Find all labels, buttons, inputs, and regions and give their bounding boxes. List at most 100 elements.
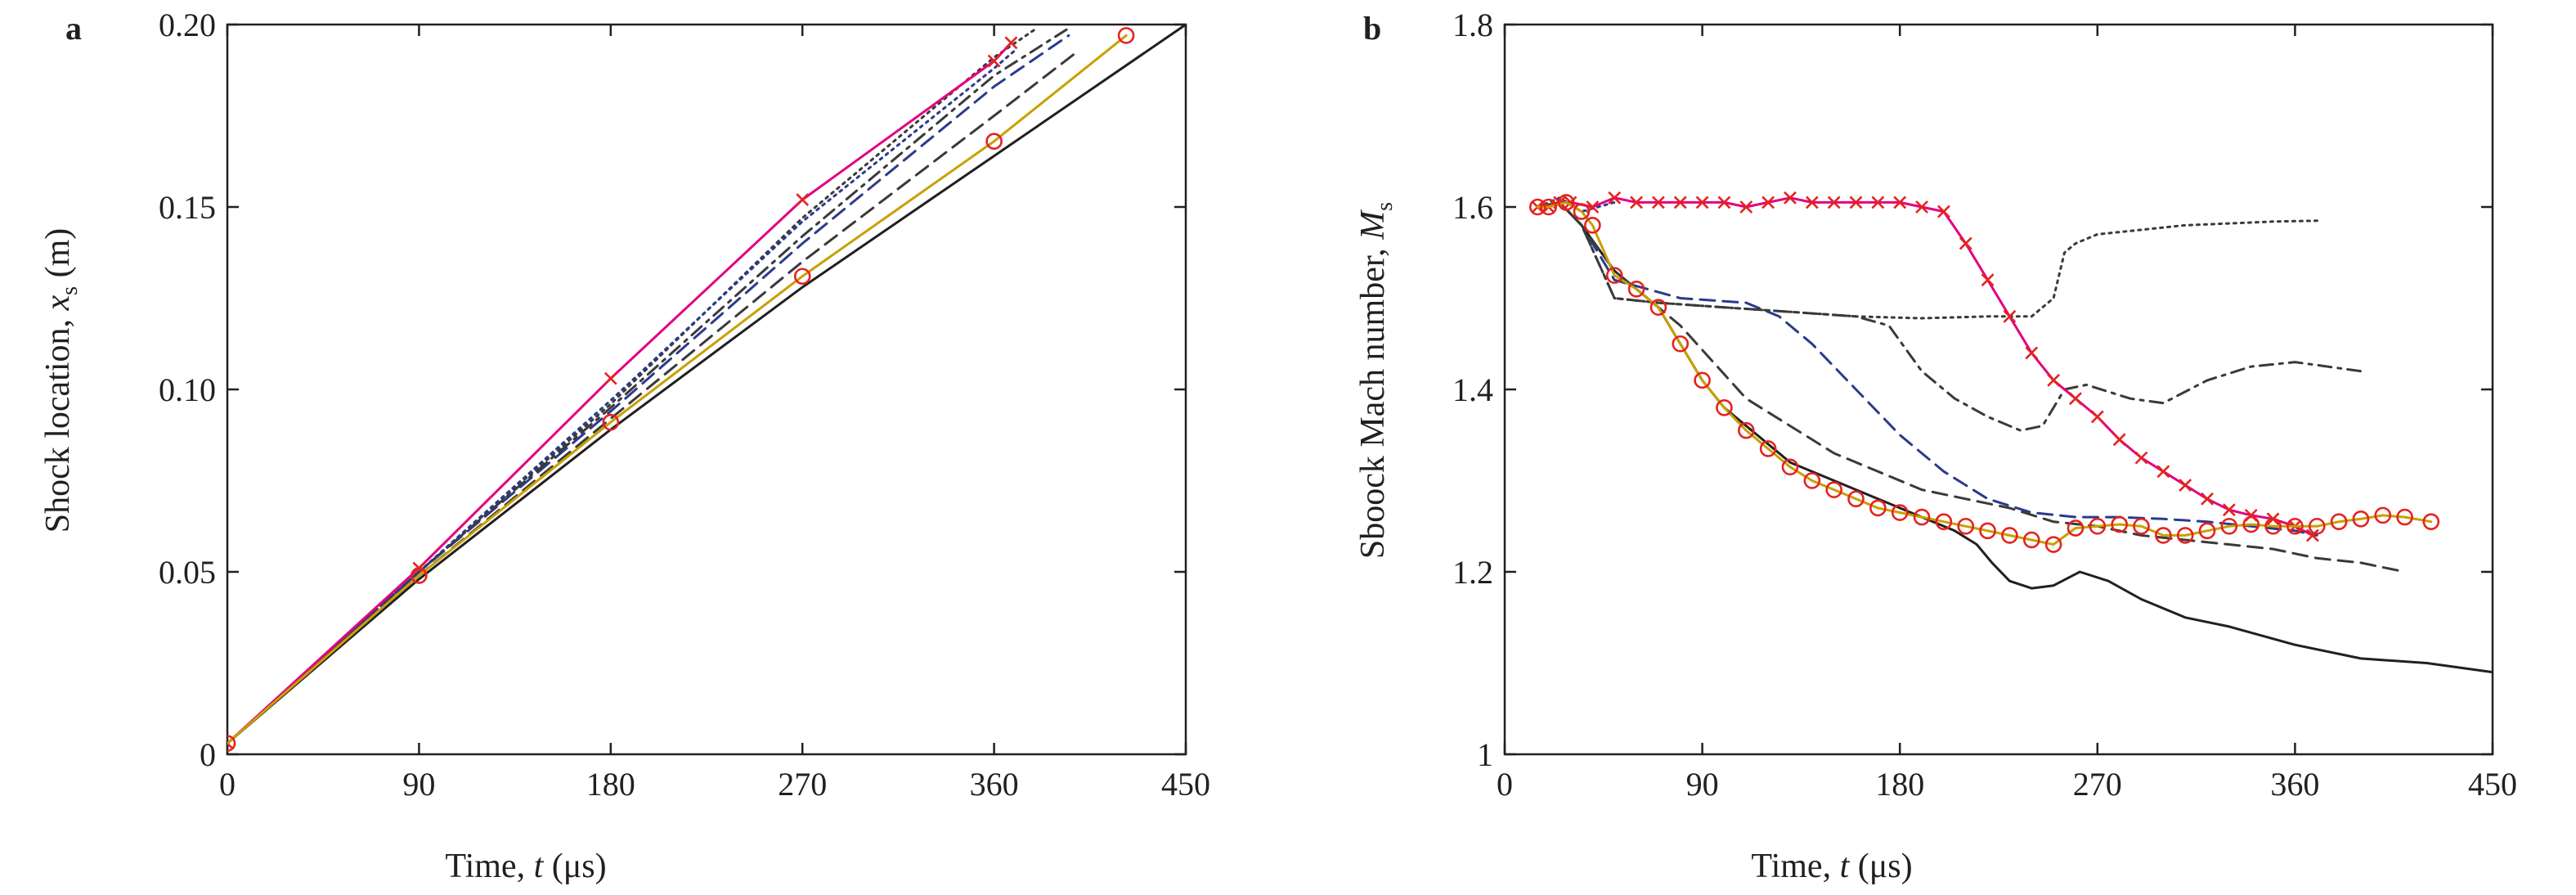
x-axis-title-a: Time, t (μs) <box>445 848 606 885</box>
series-group <box>227 25 1186 752</box>
cross-marker <box>2179 479 2192 492</box>
cross-marker <box>1805 196 1819 209</box>
circle-marker <box>2352 510 2370 528</box>
y-tick-label: 1.2 <box>1452 554 1493 591</box>
circle-marker <box>2308 517 2326 535</box>
plot-frame <box>1503 23 2494 756</box>
cross-marker <box>1849 196 1863 209</box>
chart-panel-a: a Shock location, xs (m) Time, t (μs) 0 9… <box>39 7 1210 885</box>
cross-marker <box>2156 465 2170 479</box>
circle-marker <box>1869 499 1887 517</box>
circle-marker <box>2044 536 2062 553</box>
x-tick-label: 360 <box>2270 766 2319 803</box>
circle-marker <box>2155 527 2172 544</box>
x-tick-label: 180 <box>1875 766 1924 803</box>
x-tick-label: 270 <box>778 766 827 803</box>
cross-marker <box>1761 196 1775 209</box>
cross-marker <box>796 193 810 206</box>
y-tick-label: 0.10 <box>159 371 216 408</box>
circle-marker <box>2176 527 2194 544</box>
cross-marker <box>2069 392 2082 406</box>
circle-marker <box>2220 517 2238 535</box>
circle-marker <box>227 735 236 752</box>
y-tick-label: 0 <box>200 736 216 773</box>
circle-marker <box>2242 515 2260 533</box>
circle-marker <box>2001 527 2018 544</box>
circle-marker <box>1540 198 1557 216</box>
series-line-solid-0 <box>1536 200 2493 674</box>
cross-marker <box>604 371 617 385</box>
cross-marker <box>1936 205 1950 218</box>
circle-marker <box>2198 522 2216 540</box>
circle-marker <box>985 133 1003 151</box>
y-axis-title-b: Sboock Mach number, Ms <box>1354 202 1398 559</box>
cross-marker <box>1827 196 1841 209</box>
x-axis-title-b: Time, t (μs) <box>1751 848 1912 885</box>
series-line-dashdot-3 <box>1536 200 2363 432</box>
chart-panel-b: b Sboock Mach number, Ms Time, t (μs) 0 9… <box>1354 7 2517 885</box>
cross-marker <box>1915 200 1928 214</box>
circle-marker <box>602 413 620 431</box>
cross-marker <box>2134 451 2148 465</box>
circle-marker <box>1649 299 1667 316</box>
svg-text:Time, t (μs): Time, t (μs) <box>445 848 606 885</box>
circle-marker <box>1716 398 1733 416</box>
y-tick-label: 0.05 <box>159 554 216 591</box>
cross-marker <box>987 54 1001 68</box>
circle-marker <box>2374 506 2392 524</box>
circle-marker <box>1891 504 1909 521</box>
cross-marker <box>1893 196 1907 209</box>
cross-marker <box>1630 196 1643 209</box>
plot-frame <box>226 23 1187 756</box>
x-tick-label: 450 <box>1161 766 1210 803</box>
circle-marker <box>2264 517 2282 535</box>
x-tick-label: 0 <box>219 766 236 803</box>
y-tick-label: 1 <box>1477 736 1493 773</box>
circle-marker <box>411 567 428 584</box>
circle-marker <box>1803 472 1821 489</box>
cross-marker <box>1673 196 1687 209</box>
circle-marker <box>1627 281 1645 298</box>
cross-marker <box>2047 373 2061 387</box>
circle-marker <box>2133 517 2150 535</box>
cross-marker <box>2201 492 2214 506</box>
cross-marker <box>1004 36 1018 50</box>
cross-marker <box>1717 196 1731 209</box>
y-tick-label: 0.15 <box>159 189 216 226</box>
cross-marker <box>2222 503 2236 517</box>
circle-marker <box>2287 517 2304 535</box>
cross-marker <box>2003 309 2017 323</box>
panel-label-b: b <box>1363 10 1381 47</box>
cross-marker <box>2305 528 2319 542</box>
y-tick-label: 1.8 <box>1452 7 1493 43</box>
x-tick-label: 90 <box>402 766 435 803</box>
circle-marker <box>1117 27 1135 44</box>
circle-marker <box>2067 519 2085 537</box>
x-tick-label: 360 <box>970 766 1019 803</box>
plot-area-b: 0 90 180 270 360 450 1 1.2 1.4 1.6 1.8 <box>1452 7 2517 803</box>
cross-marker <box>2090 410 2104 424</box>
circle-marker <box>1957 517 1975 535</box>
series-line-solid-0 <box>227 25 1186 745</box>
circle-marker <box>1737 421 1755 439</box>
circle-marker <box>1979 522 1996 540</box>
cross-marker <box>1871 196 1885 209</box>
series-line-solid-6 <box>1536 196 2314 537</box>
cross-marker <box>2112 433 2126 447</box>
svg-text:Time, t (μs): Time, t (μs) <box>1751 848 1912 885</box>
circle-marker <box>2330 513 2348 530</box>
x-tick-label: 0 <box>1497 766 1513 803</box>
circle-marker <box>1605 267 1623 284</box>
cross-marker <box>1695 196 1709 209</box>
circle-marker <box>1573 203 1591 220</box>
cross-marker <box>1981 273 1995 287</box>
y-axis-title-a: Shock location, xs (m) <box>39 228 83 533</box>
cross-marker <box>1651 196 1665 209</box>
x-tick-label: 180 <box>586 766 635 803</box>
circle-marker <box>1672 335 1690 353</box>
circle-marker <box>2089 517 2107 535</box>
circle-marker <box>1759 440 1777 457</box>
circle-marker <box>2422 513 2440 530</box>
circle-marker <box>1781 458 1799 476</box>
